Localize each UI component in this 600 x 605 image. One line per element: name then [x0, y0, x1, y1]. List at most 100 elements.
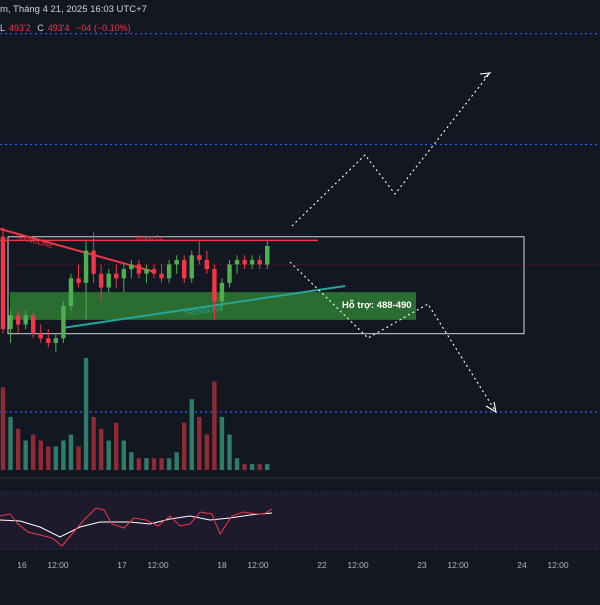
- x-tick-label: 23: [417, 560, 427, 570]
- volume-bar: [257, 464, 262, 470]
- volume-bar: [136, 458, 142, 470]
- volume-bar: [234, 458, 240, 470]
- bearish-projection-path: [289, 261, 497, 413]
- candle-body: [257, 259, 262, 265]
- x-tick-label: 17: [117, 560, 127, 570]
- candle-body: [83, 250, 89, 283]
- volume-bar: [91, 416, 96, 470]
- candle-body: [129, 264, 134, 270]
- candle-body: [53, 338, 59, 343]
- volume-bar: [0, 387, 6, 470]
- volume-bar: [219, 416, 225, 470]
- candle-body: [242, 259, 247, 265]
- volume-bar: [151, 458, 157, 470]
- x-tick-label: 12:00: [47, 560, 69, 570]
- candle-body: [227, 264, 232, 283]
- candle-body: [8, 315, 13, 330]
- candle-body: [212, 269, 217, 302]
- candle-body: [265, 246, 270, 265]
- volume-bar: [53, 446, 59, 470]
- x-tick-label: 12:00: [147, 560, 169, 570]
- volume-bar: [31, 434, 36, 470]
- candle-body: [189, 255, 194, 279]
- volume-bar: [8, 416, 13, 470]
- x-tick-label: 12:00: [547, 560, 569, 570]
- low-value: 493'2: [9, 23, 31, 33]
- candle-body: [68, 278, 74, 306]
- candle-body: [114, 273, 119, 279]
- rsi-ma-line: [0, 512, 273, 538]
- candle-body: [182, 259, 187, 279]
- bearish-arrow-head: [485, 401, 497, 414]
- candle-body: [98, 273, 104, 288]
- candle-body: [38, 333, 43, 339]
- bullish-projection-path: [291, 72, 491, 227]
- candle-body: [91, 250, 96, 274]
- candle-body: [234, 259, 240, 265]
- x-tick-label: 12:00: [447, 560, 469, 570]
- ohlc-readout: L 493'2 C 493'4 −04 (−0.10%): [0, 23, 135, 33]
- candle-body: [0, 236, 6, 330]
- candle-body: [249, 259, 255, 265]
- chart-header-title: m, Tháng 4 21, 2025 16:03 UTC+7: [0, 4, 147, 15]
- candle-body: [174, 259, 179, 265]
- x-tick-label: 18: [217, 560, 227, 570]
- volume-bar: [249, 464, 255, 470]
- candle-body: [61, 306, 66, 339]
- candle-body: [15, 315, 21, 325]
- candle-body: [121, 269, 126, 279]
- volume-bar: [106, 440, 111, 470]
- candle-body: [23, 315, 28, 325]
- volume-bar: [23, 440, 28, 470]
- candle-body: [219, 282, 225, 302]
- candle-body: [144, 269, 149, 274]
- volume-bar: [166, 458, 172, 470]
- volume-bar: [98, 428, 104, 470]
- volume-bar: [114, 422, 119, 470]
- candle-body: [151, 269, 157, 274]
- candle-body: [197, 255, 202, 260]
- volume-bar: [189, 399, 194, 470]
- rsi-pane: [0, 492, 600, 550]
- volume-bar: [204, 434, 210, 470]
- volume-bar: [159, 458, 164, 470]
- volume-bar: [227, 434, 232, 470]
- volume-bar: [265, 464, 270, 470]
- volume-bar: [121, 440, 126, 470]
- volume-bar: [38, 440, 43, 470]
- volume-bar: [83, 357, 89, 470]
- candle-body: [31, 315, 36, 334]
- volume-bar: [242, 464, 247, 470]
- candle-body: [46, 338, 51, 343]
- resistance-label: Kháng Cự: [136, 236, 163, 242]
- change-value: −04 (−0.10%): [76, 23, 131, 33]
- candle-body: [106, 273, 111, 288]
- support-label: Hỗ trợ: 488-490: [342, 300, 412, 311]
- volume-bar: [76, 446, 81, 470]
- trendline-up: [61, 285, 346, 329]
- volume-bar: [61, 440, 66, 470]
- close-value: 493'4: [47, 23, 70, 33]
- low-label: L: [0, 23, 6, 33]
- candle-body: [159, 273, 164, 279]
- consolidation-box: [7, 236, 525, 335]
- volume-bar: [174, 452, 179, 470]
- volume-bar: [182, 422, 187, 470]
- x-tick-label: 24: [517, 560, 527, 570]
- candle-body: [136, 264, 142, 274]
- bullish-arrow-head: [479, 72, 492, 79]
- close-label: C: [37, 23, 44, 33]
- volume-bar: [212, 381, 217, 470]
- x-tick-label: 12:00: [347, 560, 369, 570]
- x-tick-label: 16: [17, 560, 27, 570]
- x-tick-label: 12:00: [247, 560, 269, 570]
- candle-body: [166, 264, 172, 279]
- volume-bar: [15, 428, 21, 470]
- candle-body: [76, 278, 81, 283]
- volume-bar: [129, 452, 134, 470]
- x-tick-label: 22: [317, 560, 327, 570]
- candle-body: [204, 259, 210, 270]
- volume-bar: [144, 458, 149, 470]
